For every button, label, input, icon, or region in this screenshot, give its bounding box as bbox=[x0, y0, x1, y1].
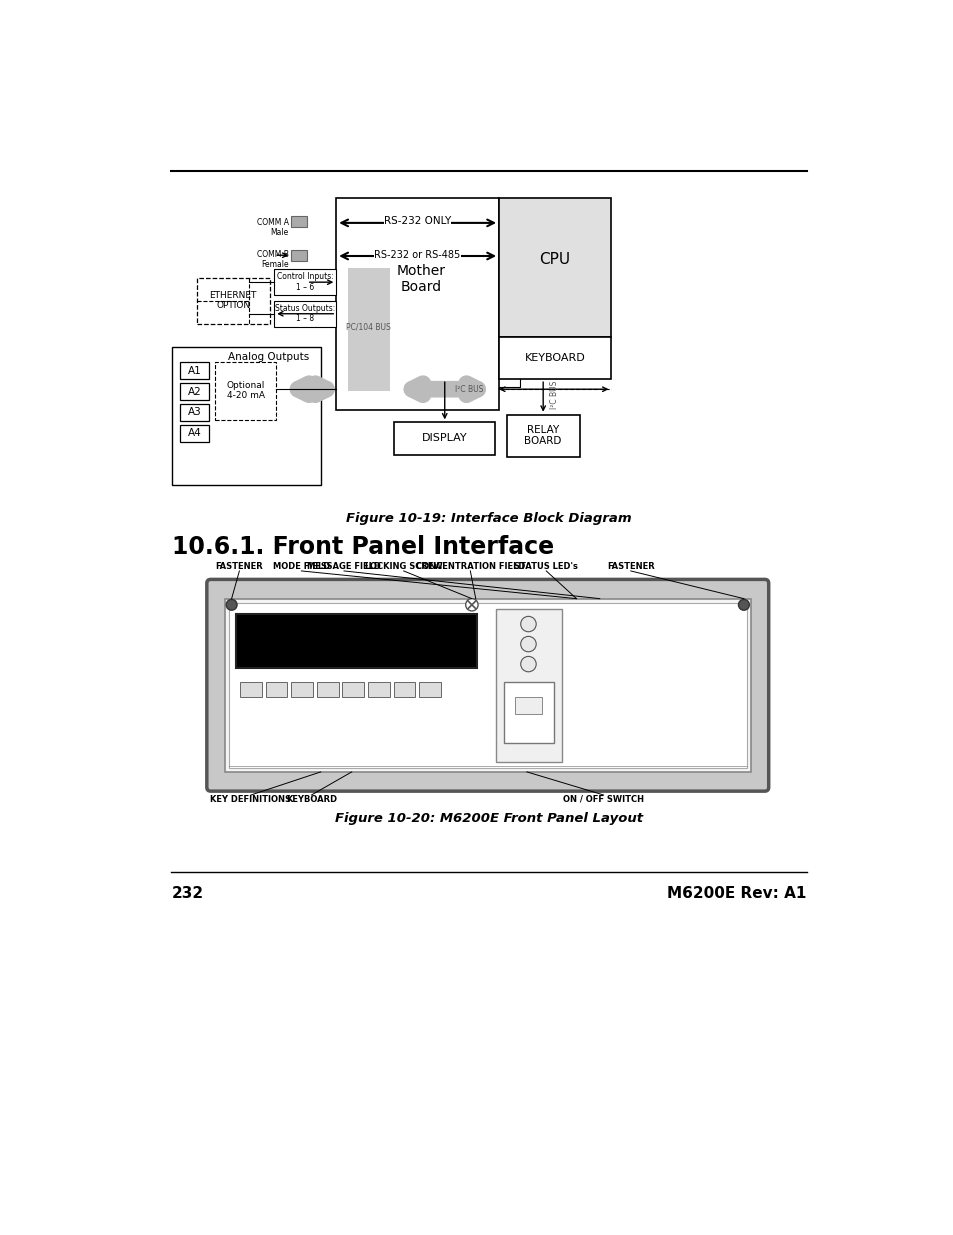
Text: A2: A2 bbox=[188, 387, 201, 396]
Text: MODE FIELD: MODE FIELD bbox=[273, 562, 330, 571]
Text: Control Inputs:
1 – 6: Control Inputs: 1 – 6 bbox=[276, 273, 334, 291]
Bar bbox=[266, 682, 287, 698]
Text: RS-232 or RS-485: RS-232 or RS-485 bbox=[375, 249, 460, 259]
Bar bbox=[503, 682, 554, 743]
Bar bbox=[498, 199, 611, 337]
Text: CPU: CPU bbox=[538, 252, 570, 267]
Bar bbox=[179, 362, 209, 379]
Bar bbox=[291, 216, 307, 227]
Bar bbox=[368, 682, 390, 698]
Text: I²C BUS: I²C BUS bbox=[550, 380, 558, 409]
Bar bbox=[274, 269, 335, 295]
Bar bbox=[506, 415, 579, 457]
Bar bbox=[179, 383, 209, 400]
Text: PC/104 BUS: PC/104 BUS bbox=[346, 322, 391, 331]
Text: KEYBOARD: KEYBOARD bbox=[524, 353, 584, 363]
Text: KEYBOARD: KEYBOARD bbox=[286, 795, 336, 804]
Text: DISPLAY: DISPLAY bbox=[421, 433, 467, 443]
Bar bbox=[394, 682, 415, 698]
Bar bbox=[498, 337, 611, 379]
Text: FASTENER: FASTENER bbox=[215, 562, 263, 571]
Text: 10.6.1. Front Panel Interface: 10.6.1. Front Panel Interface bbox=[172, 535, 554, 558]
Text: MESSAGE FIELD: MESSAGE FIELD bbox=[307, 562, 380, 571]
Circle shape bbox=[520, 656, 536, 672]
Bar bbox=[291, 682, 313, 698]
Text: LOCKING SCREW: LOCKING SCREW bbox=[364, 562, 442, 571]
Bar bbox=[179, 425, 209, 442]
Text: FASTENER: FASTENER bbox=[606, 562, 654, 571]
Bar bbox=[236, 614, 476, 668]
Bar bbox=[215, 362, 275, 420]
Text: M6200E Rev: A1: M6200E Rev: A1 bbox=[666, 885, 805, 900]
Text: Analog Outputs: Analog Outputs bbox=[228, 352, 309, 362]
Bar bbox=[418, 682, 440, 698]
Text: ON / OFF SWITCH: ON / OFF SWITCH bbox=[562, 795, 643, 804]
Text: A4: A4 bbox=[188, 429, 201, 438]
Text: COMM A
Male: COMM A Male bbox=[256, 217, 289, 237]
Text: KEY DEFINITIONS: KEY DEFINITIONS bbox=[211, 795, 292, 804]
Circle shape bbox=[520, 616, 536, 632]
Bar bbox=[348, 268, 390, 390]
Bar bbox=[274, 300, 335, 327]
Circle shape bbox=[226, 599, 236, 610]
Text: I²C BUS: I²C BUS bbox=[455, 385, 483, 394]
Bar bbox=[291, 249, 307, 261]
Text: COMM B
Female: COMM B Female bbox=[256, 249, 289, 269]
Text: Mother
Board: Mother Board bbox=[396, 264, 446, 294]
Text: A1: A1 bbox=[188, 366, 201, 375]
Bar bbox=[515, 698, 542, 714]
Bar bbox=[342, 682, 364, 698]
Bar bbox=[496, 609, 561, 762]
FancyBboxPatch shape bbox=[207, 579, 768, 792]
Text: Optional
4-20 mA: Optional 4-20 mA bbox=[226, 382, 265, 400]
Text: RS-232 ONLY: RS-232 ONLY bbox=[384, 216, 451, 226]
Text: STATUS LED's: STATUS LED's bbox=[514, 562, 578, 571]
Text: Status Outputs:
1 – 8: Status Outputs: 1 – 8 bbox=[274, 304, 335, 324]
Text: RELAY
BOARD: RELAY BOARD bbox=[524, 425, 561, 446]
Circle shape bbox=[520, 636, 536, 652]
Bar bbox=[196, 278, 270, 324]
Circle shape bbox=[465, 599, 477, 611]
Text: Figure 10-19: Interface Block Diagram: Figure 10-19: Interface Block Diagram bbox=[346, 511, 631, 525]
Bar bbox=[179, 404, 209, 421]
Bar bbox=[240, 682, 261, 698]
Bar bbox=[316, 682, 338, 698]
Text: 232: 232 bbox=[172, 885, 204, 900]
Bar bbox=[335, 199, 498, 410]
Bar bbox=[172, 347, 320, 485]
Text: A3: A3 bbox=[188, 408, 201, 417]
Circle shape bbox=[738, 599, 748, 610]
Text: CONCENTRATION FIELD: CONCENTRATION FIELD bbox=[416, 562, 524, 571]
Bar bbox=[224, 599, 750, 772]
Bar bbox=[394, 422, 495, 454]
Bar bbox=[229, 603, 746, 768]
Text: Figure 10-20: M6200E Front Panel Layout: Figure 10-20: M6200E Front Panel Layout bbox=[335, 811, 642, 825]
Text: ETHERNET
OPTION: ETHERNET OPTION bbox=[210, 291, 256, 310]
